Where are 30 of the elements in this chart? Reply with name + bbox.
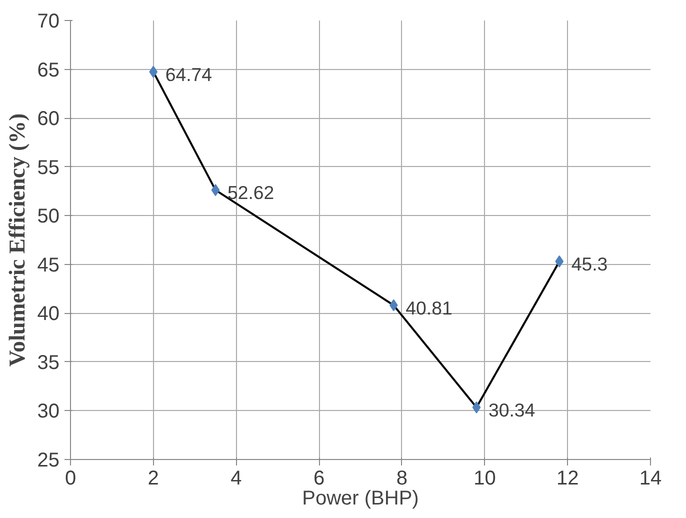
data-label: 30.34 <box>488 399 536 420</box>
x-tick-label: 10 <box>474 468 496 490</box>
point <box>472 401 481 414</box>
y-tick-label: 40 <box>37 303 60 326</box>
data-label: 40.81 <box>406 297 452 318</box>
point <box>149 66 158 78</box>
x-tick-label: 2 <box>148 468 159 490</box>
y-tick-label: 25 <box>37 450 60 472</box>
y-tick-label: 60 <box>37 108 60 130</box>
y-tick-label: 55 <box>37 156 60 179</box>
y-tick-label: 45 <box>37 254 60 276</box>
x-tick-label: 6 <box>314 468 325 490</box>
y-tick-label: 35 <box>37 352 60 374</box>
y-tick-label: 30 <box>37 400 60 423</box>
point <box>389 299 398 312</box>
x-tick-label: 8 <box>396 468 408 490</box>
point <box>211 184 220 196</box>
y-tick-label: 50 <box>37 206 60 228</box>
y-axis-title: Volumetric Efficiency (%) <box>4 113 30 367</box>
data-label: 52.62 <box>228 182 274 204</box>
y-tick-label: 65 <box>37 59 60 82</box>
data-label: 64.74 <box>165 64 212 85</box>
x-tick-label: 4 <box>230 468 242 490</box>
x-tick-label: 12 <box>556 468 579 490</box>
point <box>555 255 564 268</box>
y-tick-label: 70 <box>37 10 60 32</box>
x-tick-label: 0 <box>64 468 76 490</box>
data-label: 45.3 <box>571 253 608 274</box>
x-axis-title: Power (BHP) <box>302 488 419 510</box>
x-tick-label: 14 <box>639 468 662 490</box>
